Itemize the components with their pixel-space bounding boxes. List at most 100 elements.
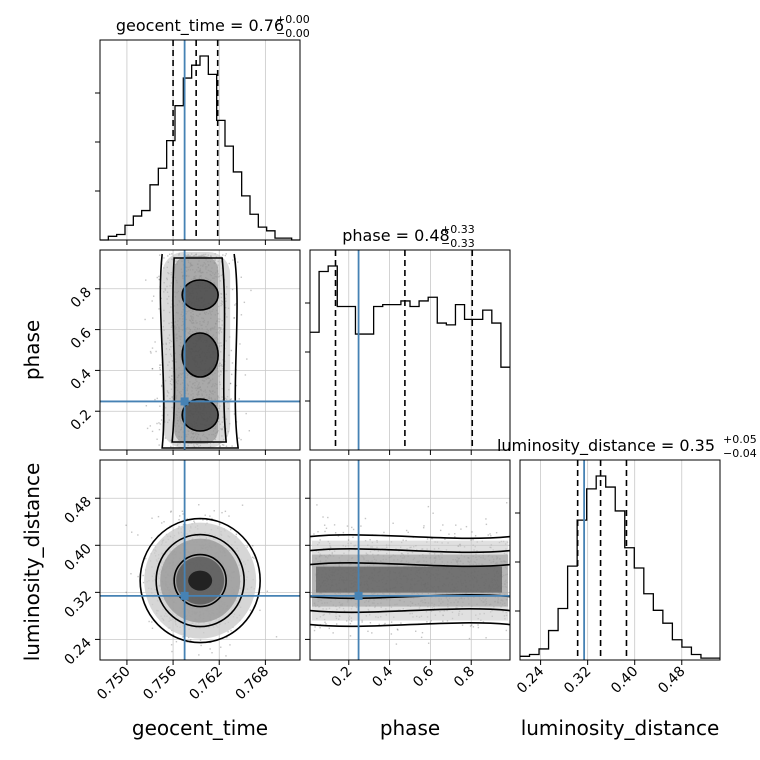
ylabel-luminosity-distance: luminosity_distance (20, 463, 44, 662)
scatter-point (482, 621, 485, 623)
contour-line (309, 548, 511, 614)
scatter-point (171, 253, 173, 255)
scatter-point (328, 627, 331, 630)
scatter-point (150, 537, 153, 539)
scatter-point (259, 609, 261, 612)
scatter-point (252, 544, 254, 547)
scatter-point (221, 444, 224, 446)
density-luminosity_distance-vs-phase (309, 502, 511, 645)
scatter-point (349, 622, 352, 625)
scatter-point (474, 535, 477, 537)
scatter-point (145, 279, 147, 281)
scatter-point (178, 518, 180, 521)
contour-line (155, 533, 245, 628)
density-luminosity_distance-vs-geocent_time (125, 504, 278, 657)
scatter-point (233, 317, 235, 319)
scatter-point (187, 636, 190, 639)
scatter-point (219, 445, 221, 448)
scatter-point (352, 536, 354, 539)
density-level (182, 333, 219, 377)
scatter-point (198, 504, 200, 506)
scatter-point (392, 522, 394, 524)
scatter-point (151, 347, 154, 349)
scatter-point (172, 634, 175, 636)
scatter-point (461, 624, 464, 626)
scatter-point (490, 535, 492, 537)
scatter-point (244, 374, 247, 376)
scatter-point (159, 423, 162, 425)
scatter-point (149, 350, 152, 353)
scatter-point (204, 514, 206, 516)
frame-phase-vs-geocent_time (99, 249, 301, 451)
scatter-point (225, 655, 227, 657)
scatter-point (151, 517, 153, 519)
scatter-point (342, 531, 345, 534)
scatter-point (154, 341, 156, 343)
scatter-point (423, 525, 425, 527)
scatter-point (233, 317, 235, 319)
scatter-point (168, 253, 171, 256)
scatter-point (420, 636, 423, 639)
y-tick-label: 0.4 (68, 366, 95, 393)
scatter-point (152, 295, 155, 297)
scatter-point (229, 528, 232, 531)
scatter-point (248, 430, 251, 432)
scatter-point (421, 631, 424, 634)
scatter-point (161, 384, 163, 387)
scatter-point (317, 530, 319, 533)
scatter-point (193, 522, 196, 524)
scatter-point (427, 505, 430, 508)
title-luminosity-distance-plus: +0.05 (723, 433, 757, 446)
scatter-point (422, 526, 425, 529)
title-geocent-time-minus: −0.00 (276, 27, 310, 40)
hist-grid-luminosity_distance (540, 460, 683, 660)
scatter-point (334, 532, 337, 534)
scatter-point (152, 317, 154, 319)
scatter-point (151, 430, 154, 433)
scatter-point (390, 621, 393, 623)
scatter-point (477, 624, 479, 626)
scatter-point (361, 621, 363, 623)
scatter-point (369, 622, 372, 624)
contour-line (181, 279, 219, 311)
scatter-point (240, 276, 242, 278)
scatter-point (253, 557, 255, 559)
scatter-point (485, 523, 488, 526)
truth-marker (180, 591, 189, 600)
scatter-point (322, 516, 324, 518)
scatter-point (159, 373, 162, 376)
scatter-point (151, 368, 154, 370)
scatter-point (155, 350, 157, 353)
scatter-point (156, 438, 158, 440)
scatter-point (234, 304, 236, 306)
scatter-point (154, 398, 156, 401)
x-tick-label: 0.768 (233, 664, 273, 704)
scatter-point (151, 367, 154, 370)
scatter-point (229, 644, 231, 646)
scatter-point (324, 621, 326, 623)
scatter-point (209, 515, 211, 517)
scatter-point (235, 303, 237, 305)
scatter-point (395, 643, 398, 645)
scatter-point (489, 533, 491, 535)
scatter-point (472, 626, 475, 628)
scatter-point (323, 524, 326, 526)
scatter-point (430, 537, 433, 540)
x-tick-label: 0.4 (369, 663, 396, 690)
y-tick-label: 0.32 (61, 588, 94, 621)
scatter-point (332, 632, 334, 634)
scatter-point (156, 276, 158, 279)
scatter-point (369, 539, 371, 541)
scatter-point (225, 445, 228, 447)
title-luminosity-distance-minus: −0.04 (723, 447, 757, 460)
scatter-point (164, 437, 167, 439)
x-tick-label: 0.756 (140, 663, 180, 703)
scatter-point (245, 412, 247, 415)
scatter-point (243, 301, 246, 304)
scatter-point (251, 556, 254, 558)
title-geocent-time-plus: +0.00 (276, 13, 310, 26)
scatter-point (170, 644, 173, 646)
scatter-point (200, 644, 202, 647)
scatter-point (384, 622, 386, 625)
